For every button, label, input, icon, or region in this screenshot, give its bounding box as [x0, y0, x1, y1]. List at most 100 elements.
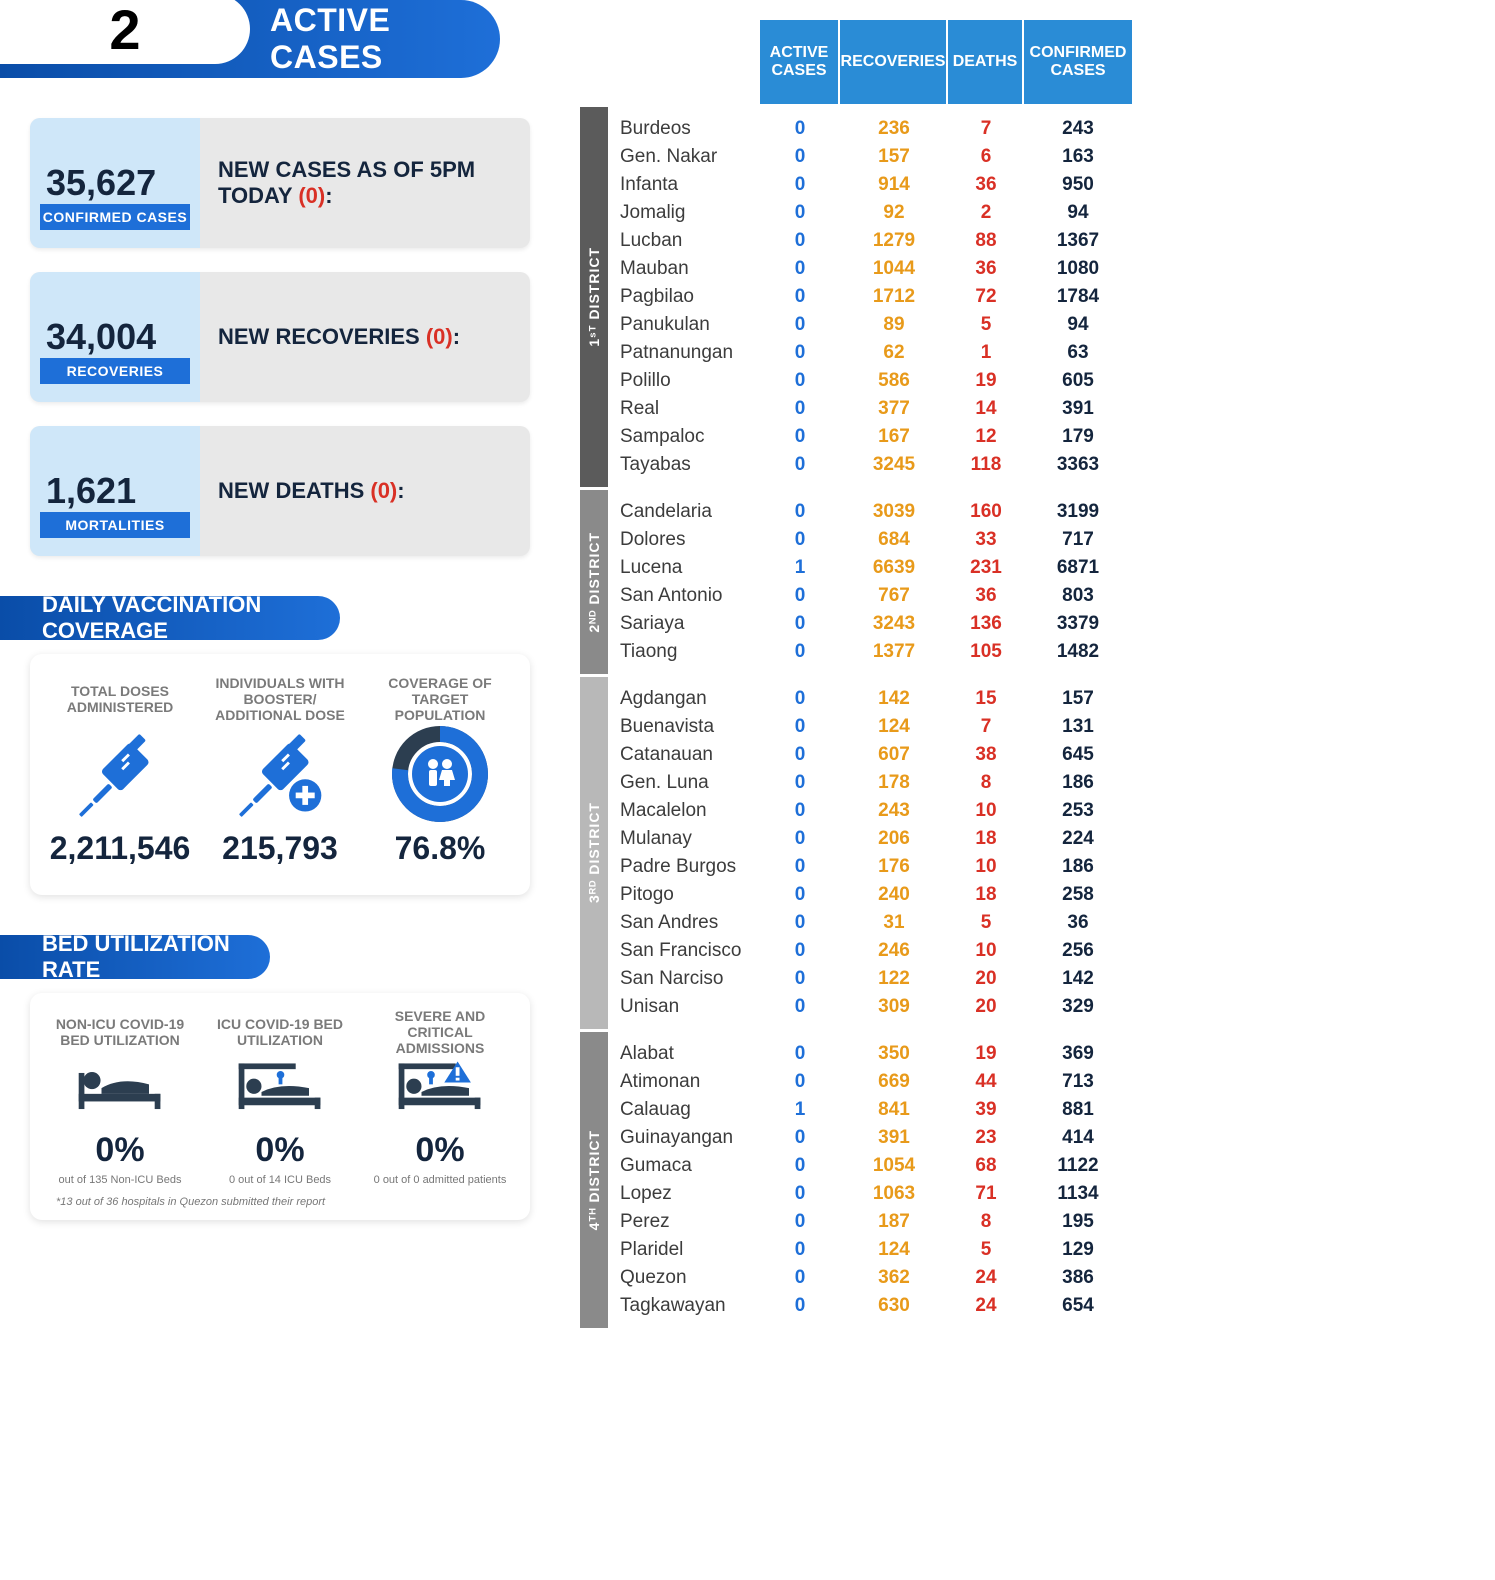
cell-confirmed: 386	[1024, 1267, 1132, 1289]
table-row: Tiaong013771051482	[620, 638, 1480, 666]
vax-item-coverage: COVERAGE OF TARGET POPULATION 76.8%	[360, 674, 520, 867]
cell-recoveries: 167	[840, 426, 948, 448]
cell-deaths: 36	[948, 174, 1024, 196]
bed-item-nonicu: NON-ICU COVID-19 BED UTILIZATION 0% out …	[40, 1013, 200, 1186]
table-row: Atimonan066944713	[620, 1068, 1480, 1096]
cell-confirmed: 94	[1024, 314, 1132, 336]
table-row: Quezon036224386	[620, 1264, 1480, 1292]
municipality-name: Unisan	[620, 996, 760, 1018]
cell-active: 0	[760, 454, 840, 476]
cell-confirmed: 94	[1024, 202, 1132, 224]
bed-sub-nonicu: out of 135 Non-ICU Beds	[59, 1174, 182, 1186]
table-row: Lopez01063711134	[620, 1180, 1480, 1208]
coverage-donut-icon	[385, 724, 495, 824]
bed-sub-icu: 0 out of 14 ICU Beds	[229, 1174, 331, 1186]
cell-confirmed: 258	[1024, 884, 1132, 906]
vax-title-doses: TOTAL DOSES ADMINISTERED	[46, 674, 194, 724]
cell-active: 0	[760, 398, 840, 420]
table-row: Pagbilao01712721784	[620, 283, 1480, 311]
district-body: Alabat035019369Atimonan066944713Calauag1…	[608, 1032, 1480, 1328]
cell-recoveries: 246	[840, 940, 948, 962]
table-row: Mauban01044361080	[620, 255, 1480, 283]
active-cases-number: 2	[109, 0, 140, 62]
cell-recoveries: 767	[840, 585, 948, 607]
cell-recoveries: 124	[840, 1239, 948, 1261]
municipality-name: Catanauan	[620, 744, 760, 766]
cell-confirmed: 179	[1024, 426, 1132, 448]
cell-deaths: 7	[948, 716, 1024, 738]
table-row: Padre Burgos017610186	[620, 853, 1480, 881]
cell-active: 0	[760, 1043, 840, 1065]
cell-confirmed: 950	[1024, 174, 1132, 196]
table-row: Real037714391	[620, 395, 1480, 423]
cell-deaths: 19	[948, 370, 1024, 392]
cell-confirmed: 1784	[1024, 286, 1132, 308]
municipality-name: Gumaca	[620, 1155, 760, 1177]
cell-confirmed: 256	[1024, 940, 1132, 962]
cell-recoveries: 3245	[840, 454, 948, 476]
cell-active: 0	[760, 501, 840, 523]
vax-title-booster: INDIVIDUALS WITH BOOSTER/ ADDITIONAL DOS…	[206, 674, 354, 724]
bed-item-severe: SEVERE AND CRITICAL ADMISSIONS	[360, 1013, 520, 1186]
cell-deaths: 6	[948, 146, 1024, 168]
district-label: 4ᵀᴴ DISTRICT	[586, 1130, 602, 1230]
cell-deaths: 19	[948, 1043, 1024, 1065]
cell-active: 1	[760, 557, 840, 579]
cell-confirmed: 605	[1024, 370, 1132, 392]
cell-deaths: 36	[948, 585, 1024, 607]
confirmed-desc-suffix: :	[325, 183, 332, 208]
th-confirmed: CONFIRMED CASES	[1024, 20, 1132, 104]
cell-deaths: 39	[948, 1099, 1024, 1121]
cell-active: 0	[760, 342, 840, 364]
cell-recoveries: 206	[840, 828, 948, 850]
table-row: Jomalig092294	[620, 199, 1480, 227]
cell-confirmed: 414	[1024, 1127, 1132, 1149]
vax-title-coverage: COVERAGE OF TARGET POPULATION	[366, 674, 514, 724]
confirmed-card: 35,627 CONFIRMED CASES NEW CASES AS OF 5…	[30, 118, 530, 248]
cell-recoveries: 586	[840, 370, 948, 392]
municipality-name: Panukulan	[620, 314, 760, 336]
mortalities-value: 1,621	[46, 470, 200, 512]
cell-deaths: 44	[948, 1071, 1024, 1093]
district-sidebar: 2ᴺᴰ DISTRICT	[580, 490, 608, 674]
cell-active: 0	[760, 688, 840, 710]
cell-deaths: 8	[948, 772, 1024, 794]
cell-confirmed: 713	[1024, 1071, 1132, 1093]
bed-value-nonicu: 0%	[95, 1131, 144, 1170]
municipality-name: Padre Burgos	[620, 856, 760, 878]
recoveries-badge: RECOVERIES	[40, 358, 190, 384]
table-row: Sariaya032431363379	[620, 610, 1480, 638]
cell-deaths: 12	[948, 426, 1024, 448]
mortalities-desc: NEW DEATHS (0):	[218, 478, 405, 504]
cell-recoveries: 6639	[840, 557, 948, 579]
cell-recoveries: 187	[840, 1211, 948, 1233]
cell-recoveries: 350	[840, 1043, 948, 1065]
cell-active: 0	[760, 856, 840, 878]
header-pill: 2 ACTIVE CASES	[0, 0, 500, 78]
cell-active: 0	[760, 1183, 840, 1205]
cell-recoveries: 176	[840, 856, 948, 878]
cell-deaths: 36	[948, 258, 1024, 280]
table-row: Gumaca01054681122	[620, 1152, 1480, 1180]
cell-recoveries: 3243	[840, 613, 948, 635]
cell-recoveries: 391	[840, 1127, 948, 1149]
cell-confirmed: 186	[1024, 856, 1132, 878]
cell-recoveries: 309	[840, 996, 948, 1018]
vax-item-booster: INDIVIDUALS WITH BOOSTER/ ADDITIONAL DOS…	[200, 674, 360, 867]
cell-active: 0	[760, 314, 840, 336]
recoveries-desc-suffix: :	[453, 324, 460, 349]
table-row: Plaridel01245129	[620, 1236, 1480, 1264]
table-row: San Francisco024610256	[620, 937, 1480, 965]
table-row: Unisan030920329	[620, 993, 1480, 1021]
district-block: 3ᴿᴰ DISTRICTAgdangan014215157Buenavista0…	[580, 674, 1480, 1029]
district-label: 3ᴿᴰ DISTRICT	[586, 802, 602, 903]
table-row: Polillo058619605	[620, 367, 1480, 395]
cell-deaths: 7	[948, 118, 1024, 140]
cell-active: 0	[760, 912, 840, 934]
district-sidebar: 3ᴿᴰ DISTRICT	[580, 677, 608, 1029]
table-row: Sampaloc016712179	[620, 423, 1480, 451]
cell-active: 0	[760, 585, 840, 607]
municipality-name: Jomalig	[620, 202, 760, 224]
cell-deaths: 24	[948, 1295, 1024, 1317]
district-label: 1ˢᵀ DISTRICT	[586, 247, 602, 347]
